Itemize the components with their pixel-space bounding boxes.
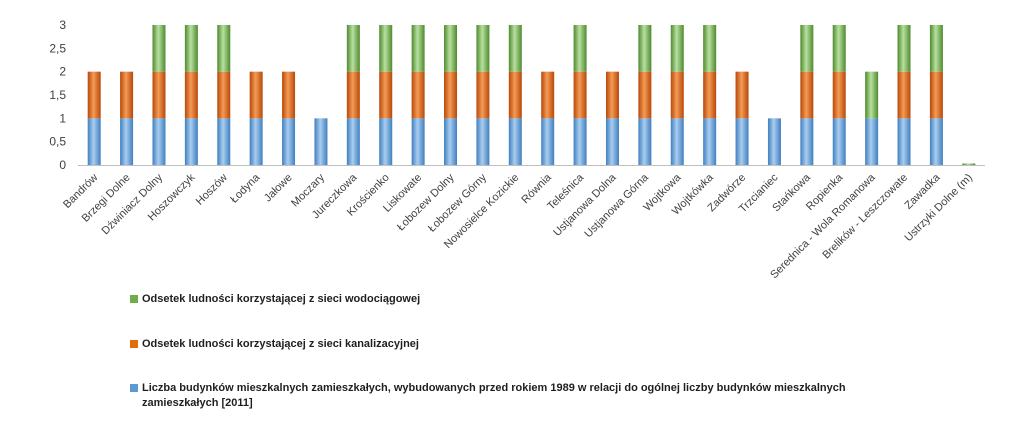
- bar-water: [703, 25, 717, 72]
- bar-buildings: [541, 118, 555, 165]
- legend-label-sewage: Odsetek ludności korzystającej z sieci k…: [142, 338, 419, 350]
- bar-buildings: [800, 118, 814, 165]
- bar-buildings: [832, 118, 846, 165]
- bar-buildings: [929, 118, 943, 165]
- bar-water: [962, 163, 976, 165]
- bar-buildings: [87, 118, 101, 165]
- bar-sewage: [411, 71, 425, 119]
- bar-buildings: [703, 118, 717, 165]
- bar-buildings: [638, 118, 652, 165]
- bar-water: [411, 25, 425, 72]
- x-tick-label: Hoszów: [194, 172, 230, 208]
- bar-sewage: [87, 71, 101, 119]
- bars: [87, 25, 976, 165]
- bar-sewage: [832, 71, 846, 119]
- bar-buildings: [670, 118, 684, 165]
- bar-water: [184, 25, 198, 72]
- bar-sewage: [184, 71, 198, 119]
- bar-buildings: [314, 118, 328, 165]
- bar-sewage: [249, 71, 263, 119]
- bar-sewage: [476, 71, 490, 119]
- bar-buildings: [217, 118, 231, 165]
- bar-water: [217, 25, 231, 72]
- bar-buildings: [605, 118, 619, 165]
- bar-water: [929, 25, 943, 72]
- bar-sewage: [282, 71, 296, 119]
- legend-swatch-buildings: [130, 384, 138, 392]
- bar-water: [379, 25, 393, 72]
- bar-sewage: [444, 71, 458, 119]
- y-tick-label: 0,5: [49, 135, 66, 149]
- bar-buildings: [476, 118, 490, 165]
- bar-sewage: [800, 71, 814, 119]
- legend-item-sewage: Odsetek ludności korzystającej z sieci k…: [130, 337, 930, 353]
- bar-sewage: [638, 71, 652, 119]
- bar-sewage: [670, 71, 684, 119]
- legend-item-water: Odsetek ludności korzystającej z sieci w…: [130, 292, 930, 308]
- bar-buildings: [508, 118, 522, 165]
- legend-swatch-water: [130, 295, 138, 303]
- y-tick-label: 2,5: [49, 41, 66, 55]
- bar-sewage: [379, 71, 393, 119]
- bar-buildings: [865, 118, 879, 165]
- bar-water: [573, 25, 587, 72]
- bar-buildings: [444, 118, 458, 165]
- bar-water: [444, 25, 458, 72]
- x-tick-label: Łobozew Dolny: [395, 171, 457, 233]
- bar-buildings: [573, 118, 587, 165]
- x-tick-label: Łobozew Górny: [426, 171, 489, 234]
- legend-item-buildings: Liczba budynków mieszkalnych zamieszkały…: [130, 381, 930, 413]
- bar-buildings: [152, 118, 166, 165]
- bar-sewage: [929, 71, 943, 119]
- bar-buildings: [897, 118, 911, 165]
- bar-buildings: [767, 118, 781, 165]
- legend-label-water: Odsetek ludności korzystającej z sieci w…: [142, 293, 421, 305]
- bar-sewage: [703, 71, 717, 119]
- bar-buildings: [282, 118, 296, 165]
- legend-swatch-sewage: [130, 340, 138, 348]
- y-tick-label: 2: [59, 65, 66, 79]
- bar-water: [897, 25, 911, 72]
- bar-sewage: [605, 71, 619, 119]
- legend-label-buildings: Liczba budynków mieszkalnych zamieszkały…: [142, 382, 846, 409]
- y-tick-label: 1: [59, 111, 66, 125]
- bar-water: [152, 25, 166, 72]
- bar-sewage: [217, 71, 231, 119]
- bar-sewage: [120, 71, 134, 119]
- bar-buildings: [346, 118, 360, 165]
- bar-buildings: [249, 118, 263, 165]
- bar-water: [346, 25, 360, 72]
- bar-sewage: [897, 71, 911, 119]
- bar-buildings: [411, 118, 425, 165]
- y-tick-label: 1,5: [49, 88, 66, 102]
- bar-buildings: [184, 118, 198, 165]
- bar-sewage: [508, 71, 522, 119]
- y-axis: 0 0,5 1 1,5 2 2,5 3: [49, 18, 66, 172]
- x-tick-label: Łodyna: [228, 171, 263, 206]
- bar-water: [670, 25, 684, 72]
- bar-water: [865, 71, 879, 119]
- bar-buildings: [735, 118, 749, 165]
- y-tick-label: 3: [59, 18, 66, 32]
- bar-water: [476, 25, 490, 72]
- bar-sewage: [573, 71, 587, 119]
- bar-sewage: [541, 71, 555, 119]
- bar-sewage: [346, 71, 360, 119]
- bar-sewage: [152, 71, 166, 119]
- bar-water: [638, 25, 652, 72]
- bar-buildings: [120, 118, 134, 165]
- bar-buildings: [379, 118, 393, 165]
- bar-water: [508, 25, 522, 72]
- bar-water: [800, 25, 814, 72]
- bar-water: [832, 25, 846, 72]
- y-tick-label: 0: [59, 158, 66, 172]
- bar-sewage: [735, 71, 749, 119]
